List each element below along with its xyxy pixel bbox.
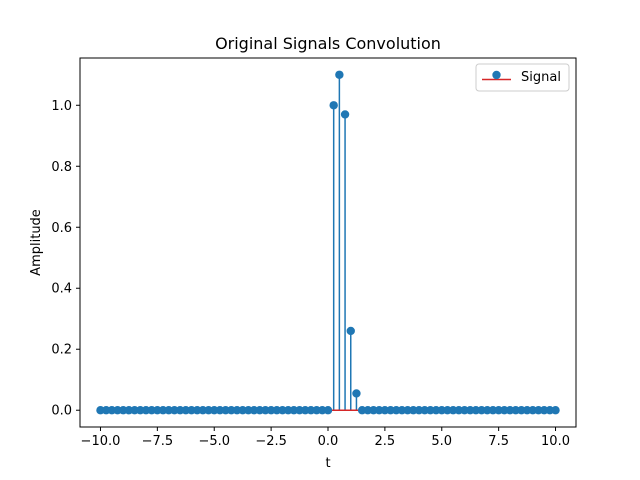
data-point <box>340 110 350 119</box>
x-tick-label: −10.0 <box>81 434 121 449</box>
x-tick-label: 2.5 <box>375 434 396 449</box>
y-tick-label: 0.4 <box>51 282 72 297</box>
x-tick-label: −7.5 <box>142 434 174 449</box>
y-tick-label: 0.8 <box>51 160 72 175</box>
data-point <box>329 101 338 110</box>
y-tick-label: 0.2 <box>51 343 72 358</box>
data-point <box>551 406 560 415</box>
legend-marker-swatch <box>492 70 501 80</box>
y-tick-label: 0.6 <box>51 221 72 236</box>
y-tick-label: 1.0 <box>51 99 72 114</box>
x-axis-ticks: −10.0 −7.5 −5.0 −2.5 0.0 2.5 5.0 7.5 10.0 <box>81 427 570 449</box>
data-markers <box>96 70 560 415</box>
y-tick-label: 0.0 <box>51 404 72 419</box>
x-tick-label: 10.0 <box>541 434 570 449</box>
legend: Signal <box>475 63 570 92</box>
data-point <box>335 70 344 79</box>
legend-frame <box>475 63 570 92</box>
y-axis-label: Amplitude <box>29 209 44 276</box>
chart-title: Original Signals Convolution <box>215 34 441 53</box>
x-tick-label: −2.5 <box>255 434 287 449</box>
data-point <box>323 406 333 415</box>
y-axis-ticks: 0.0 0.2 0.4 0.6 0.8 1.0 <box>51 99 80 419</box>
stem-lines <box>332 74 358 411</box>
x-tick-label: 0.0 <box>318 434 339 449</box>
x-tick-label: −5.0 <box>198 434 230 449</box>
legend-label: Signal <box>521 70 561 85</box>
x-axis-label: t <box>325 456 330 471</box>
x-tick-label: 5.0 <box>431 434 452 449</box>
x-tick-label: 7.5 <box>488 434 509 449</box>
data-point <box>352 389 361 398</box>
data-point <box>346 326 355 336</box>
